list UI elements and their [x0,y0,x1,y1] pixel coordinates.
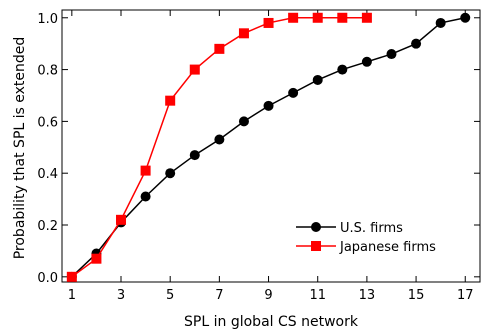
data-point [386,49,397,60]
data-point [66,271,77,282]
data-point [411,38,422,49]
legend-marker [311,241,321,251]
series-line [71,17,466,278]
data-point [214,134,225,145]
x-tick-label: 9 [264,288,272,303]
plot-border [61,9,481,283]
legend-item: Japanese firms [296,240,436,255]
data-point [263,17,274,28]
y-axis-label: Probability that SPL is extended [12,37,28,260]
data-point [337,64,348,75]
x-tick-label: 3 [117,288,125,303]
y-tick-label: 1.0 [37,12,58,27]
data-point [460,12,471,23]
plot-frame [61,9,481,283]
legend-marker [311,222,321,232]
data-point [288,87,299,98]
data-point [214,43,225,54]
x-tick-label: 13 [359,288,376,303]
series-1 [66,12,471,282]
data-point [238,28,249,39]
data-point [361,12,372,23]
data-point [165,168,176,179]
data-point [312,74,323,85]
legend: U.S. firms Japanese firms [296,221,436,255]
x-axis-label: SPL in global CS network [184,314,359,330]
y-tick-label: 0.8 [37,64,58,79]
data-point [140,191,151,202]
x-tick-label: 15 [408,288,425,303]
legend-label: U.S. firms [340,221,403,236]
y-tick-label: 0.2 [37,219,58,234]
x-tick-label: 7 [215,288,223,303]
data-point [263,100,274,111]
data-point [288,12,299,23]
x-tick-label: 11 [309,288,326,303]
legend-item: U.S. firms [296,221,403,236]
series-layer [66,12,471,282]
data-point [337,12,348,23]
x-tick-label: 5 [166,288,174,303]
y-tick-label: 0.0 [37,271,58,286]
data-point [189,64,200,75]
data-point [140,165,151,176]
y-tick-label: 0.6 [37,115,58,130]
data-point [435,17,446,28]
series-line [71,17,367,278]
data-point [165,95,176,106]
data-point [312,12,323,23]
x-tick-label: 1 [68,288,76,303]
data-point [238,116,249,127]
x-tick-label: 17 [457,288,474,303]
axis-ticks: 1 3 5 7 9 11 13 15 170.00.20.40.60.81.0 [37,10,480,303]
data-point [361,56,372,67]
y-tick-label: 0.4 [37,167,58,182]
legend-label: Japanese firms [339,240,436,255]
series-2 [66,12,372,282]
data-point [189,150,200,161]
data-point [116,214,127,225]
data-point [91,253,102,264]
